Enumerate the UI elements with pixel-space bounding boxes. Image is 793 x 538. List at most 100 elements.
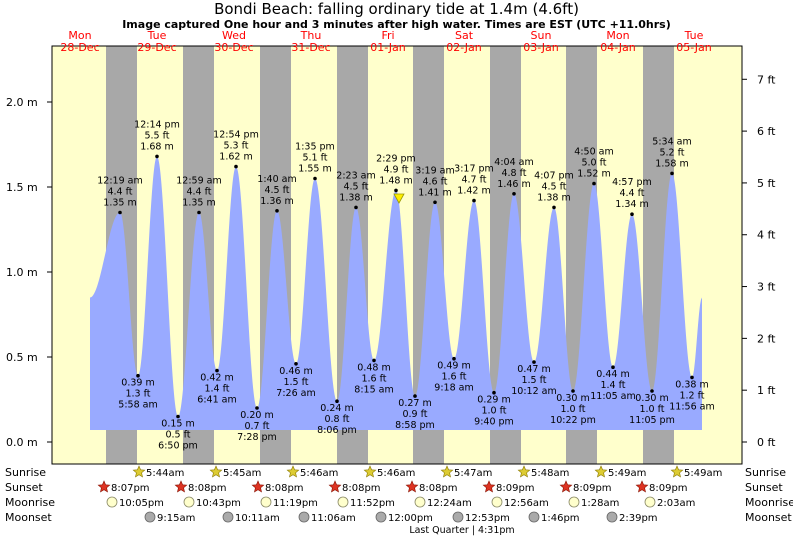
tide-point — [255, 406, 259, 410]
tide-point — [413, 394, 417, 398]
tide-label: 11:05 am — [590, 391, 635, 402]
tide-point — [592, 181, 596, 186]
sunset-time: 8:07pm — [111, 483, 150, 494]
moonset-time: 10:11am — [235, 513, 280, 524]
tide-point — [294, 362, 298, 366]
moonset-icon — [528, 511, 540, 523]
moonrise-icon — [644, 496, 656, 508]
moonrise-time: 11:19pm — [273, 498, 318, 509]
astro-label-left: Sunrise — [5, 466, 46, 479]
moonrise-icon — [183, 496, 195, 508]
moonset-time: 12:53pm — [465, 513, 510, 524]
tide-label: 4:04 am — [494, 157, 533, 168]
tide-label: 4.5 ft — [264, 185, 289, 196]
sunrise-icon — [670, 465, 684, 478]
tide-label: 10:22 pm — [550, 415, 596, 426]
sunset-time: 8:08pm — [265, 483, 304, 494]
moonset-time: 9:15am — [157, 513, 195, 524]
tide-label: 4:50 am — [574, 147, 613, 158]
tide-label: 7:28 pm — [237, 432, 277, 443]
y-tick-label-ft: 0 ft — [757, 436, 776, 449]
tide-label: 12:19 am — [97, 176, 142, 187]
sunrise-icon — [209, 465, 223, 478]
current-tide-marker — [393, 193, 405, 204]
sunset-time: 8:08pm — [419, 483, 458, 494]
day-label: Thu — [300, 29, 322, 42]
tide-label: 8:06 pm — [317, 425, 357, 436]
moonset-time: 2:39pm — [619, 513, 658, 524]
tide-label: 0.46 m — [279, 366, 312, 377]
y-tick-label-ft: 2 ft — [757, 332, 776, 345]
moonset-icon — [606, 511, 618, 523]
day-label: Sat — [455, 29, 474, 42]
tide-label: 6:50 pm — [158, 441, 198, 452]
sunset-time: 8:09pm — [649, 483, 688, 494]
tide-point — [354, 205, 358, 210]
tide-label: 4:07 pm — [534, 170, 574, 181]
tide-label: 1.3 ft — [125, 389, 150, 400]
moonset-icon — [222, 511, 234, 523]
day-label: Tue — [684, 29, 704, 42]
astro-label-right: Moonset — [745, 511, 792, 524]
moonset-time: 11:06am — [311, 513, 356, 524]
day-label: Sun — [531, 29, 552, 42]
tide-point — [394, 188, 398, 193]
tide-label: 5.2 ft — [659, 147, 684, 158]
tide-label: 1.5 ft — [521, 375, 546, 386]
sunrise-icon — [363, 465, 377, 478]
sunset-time: 8:08pm — [342, 483, 381, 494]
tide-label: 0.39 m — [121, 378, 154, 389]
tide-label: 12:54 pm — [213, 130, 259, 141]
tide-point — [118, 210, 122, 215]
tide-point — [492, 390, 496, 395]
tide-label: 12:59 am — [176, 176, 221, 187]
tide-point — [512, 192, 516, 196]
tide-point — [552, 205, 556, 210]
tide-label: 1.36 m — [260, 196, 293, 207]
astro-label-left: Sunset — [5, 481, 43, 494]
moonrise-time: 10:43pm — [196, 498, 241, 509]
y-tick-label-ft: 7 ft — [757, 73, 776, 86]
tide-label: 0.24 m — [320, 403, 353, 414]
day-label: Fri — [381, 29, 394, 42]
day-label: Wed — [222, 29, 246, 42]
tide-label: 5.5 ft — [144, 130, 169, 141]
y-tick-label-m: 0.0 m — [6, 436, 38, 449]
tide-point — [234, 164, 238, 169]
sunset-icon — [97, 480, 111, 493]
plot-frame — [51, 45, 743, 465]
sunset-icon — [559, 480, 573, 493]
tide-label: 11:05 pm — [629, 415, 675, 426]
tide-label: 1:35 pm — [295, 142, 335, 153]
moonset-icon — [144, 511, 156, 523]
tide-label: 0.15 m — [161, 419, 194, 430]
tide-label: 1.5 ft — [283, 377, 308, 388]
moonrise-time: 2:03am — [657, 498, 695, 509]
tide-label: 1.35 m — [103, 198, 136, 209]
sunset-icon — [174, 480, 188, 493]
date-label: 02-Jan — [446, 41, 482, 54]
tide-label: 4.4 ft — [186, 187, 211, 198]
sunrise-time: 5:49am — [608, 468, 646, 479]
sunset-icon — [405, 480, 419, 493]
moonrise-icon — [414, 496, 426, 508]
day-label: Tue — [147, 29, 167, 42]
chart-subtitle: Image captured One hour and 3 minutes af… — [122, 18, 671, 31]
tide-point — [472, 198, 476, 203]
y-tick-label-m: 0.5 m — [6, 351, 38, 364]
tide-label: 1.6 ft — [361, 373, 386, 384]
astro-label-right: Moonrise — [745, 496, 793, 509]
day-label: Mon — [606, 29, 629, 42]
sunrise-time: 5:48am — [531, 468, 569, 479]
moonrise-time: 1:28am — [581, 498, 619, 509]
sunrise-icon — [286, 465, 300, 478]
sunrise-time: 5:47am — [454, 468, 492, 479]
tide-label: 5:34 am — [652, 136, 691, 147]
tide-label: 9:40 pm — [474, 417, 514, 428]
tide-point — [630, 212, 634, 216]
tide-label: 0.29 m — [477, 395, 510, 406]
tide-label: 1.48 m — [379, 175, 412, 186]
astro-label-right: Sunset — [745, 481, 783, 494]
tide-label: 4.6 ft — [422, 176, 447, 187]
sunrise-time: 5:45am — [223, 468, 261, 479]
